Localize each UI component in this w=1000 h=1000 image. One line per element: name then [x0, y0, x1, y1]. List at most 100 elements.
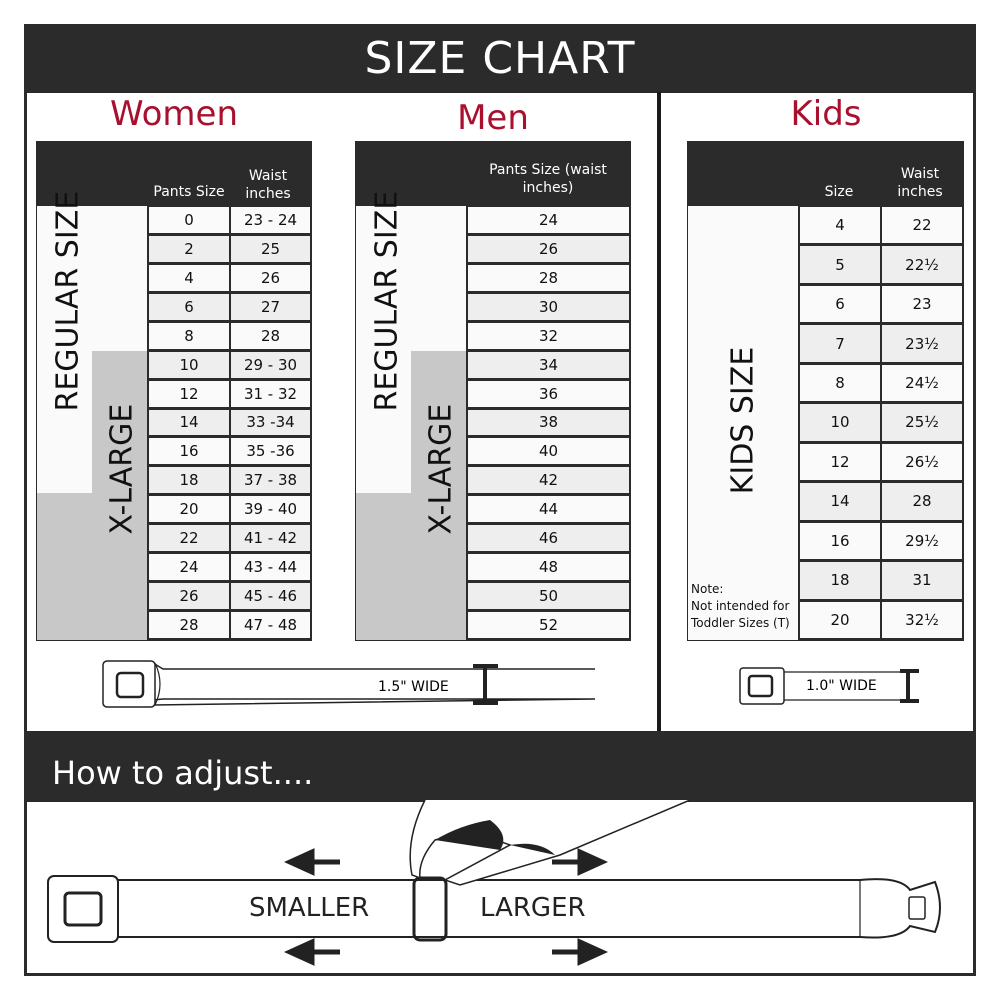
- pants-size-cell: 26: [149, 583, 229, 610]
- women-size-table: Pants Size Waist inches REGULAR SIZE X-L…: [36, 141, 312, 641]
- waist-cell: 23½: [882, 325, 962, 362]
- xlarge-label: X-LARGE: [104, 403, 140, 535]
- arrow-left-bottom: [283, 938, 340, 966]
- col-header-size: Size: [824, 184, 854, 200]
- pants-size-cell: 12: [149, 380, 229, 407]
- pants-size-cell: 4: [149, 264, 229, 291]
- waist-cell: 43 - 44: [231, 554, 310, 581]
- pants-size-cell: 30: [468, 293, 629, 320]
- pants-size-cell: 24: [149, 554, 229, 581]
- kids-size-cell: 6: [800, 285, 880, 323]
- pants-size-cell: 42: [468, 467, 629, 494]
- kids-size-cell: 4: [800, 207, 880, 244]
- toddler-note: Note: Not intended for Toddler Sizes (T): [691, 581, 796, 632]
- regular-size-label: REGULAR SIZE: [369, 190, 405, 412]
- xlarge-label: X-LARGE: [423, 403, 459, 535]
- col-header-waist: Waist inches: [245, 168, 291, 202]
- table-header: Size Waist inches: [687, 141, 964, 205]
- adjust-belt-illustration: [47, 800, 941, 966]
- pants-size-cell: 36: [468, 380, 629, 407]
- men-size-table: Pants Size (waist inches) REGULAR SIZE X…: [355, 141, 631, 641]
- kids-size-cell: 14: [800, 483, 880, 520]
- xlarge-region-lower: [37, 493, 147, 640]
- waist-cell: 29 - 30: [231, 351, 310, 378]
- waist-cell: 28: [882, 483, 962, 520]
- waist-cell: 22½: [882, 246, 962, 283]
- waist-cell: 47 - 48: [231, 612, 310, 638]
- kids-size-cell: 18: [800, 562, 880, 599]
- pants-size-cell: 28: [468, 264, 629, 291]
- larger-label: LARGER: [480, 893, 586, 923]
- waist-cell: 26: [231, 264, 310, 291]
- table-header: Pants Size Waist inches: [36, 141, 312, 205]
- page-title: SIZE CHART: [24, 24, 976, 93]
- kids-size-cell: 12: [800, 443, 880, 481]
- waist-cell: 23: [882, 285, 962, 323]
- pants-size-cell: 10: [149, 351, 229, 378]
- waist-cell: 41 - 42: [231, 525, 310, 552]
- pants-size-cell: 20: [149, 496, 229, 523]
- waist-cell: 33 -34: [231, 409, 310, 436]
- regular-size-label: REGULAR SIZE: [50, 190, 86, 412]
- belt-width-small: 1.0" WIDE: [806, 678, 877, 694]
- note-title: Note:: [691, 582, 724, 596]
- pants-size-cell: 24: [468, 207, 629, 233]
- pants-size-cell: 26: [468, 235, 629, 262]
- arrow-left-top: [283, 848, 340, 876]
- col-header-pants-size: Pants Size: [153, 184, 225, 200]
- pants-size-cell: 52: [468, 612, 629, 638]
- waist-cell: 45 - 46: [231, 583, 310, 610]
- kids-size-label: KIDS SIZE: [725, 346, 761, 495]
- waist-cell: 32½: [882, 601, 962, 638]
- belt-width-large: 1.5" WIDE: [378, 679, 449, 695]
- pants-size-cell: 46: [468, 525, 629, 552]
- waist-cell: 25½: [882, 404, 962, 441]
- pants-size-cell: 32: [468, 322, 629, 349]
- waist-cell: 35 -36: [231, 438, 310, 465]
- pants-size-cell: 22: [149, 525, 229, 552]
- waist-cell: 23 - 24: [231, 207, 310, 233]
- waist-cell: 31 - 32: [231, 380, 310, 407]
- kids-size-cell: 8: [800, 364, 880, 402]
- waist-cell: 26½: [882, 443, 962, 481]
- kids-size-cell: 20: [800, 601, 880, 638]
- kids-size-cell: 10: [800, 404, 880, 441]
- pants-size-cell: 44: [468, 496, 629, 523]
- pants-size-cell: 2: [149, 235, 229, 262]
- kids-size-cell: 16: [800, 522, 880, 560]
- smaller-label: SMALLER: [249, 893, 370, 923]
- table-header: Pants Size (waist inches): [355, 141, 631, 205]
- kids-heading: Kids: [790, 94, 862, 134]
- pants-size-cell: 38: [468, 409, 629, 436]
- waist-cell: 27: [231, 293, 310, 320]
- pants-size-cell: 40: [468, 438, 629, 465]
- pants-size-cell: 50: [468, 583, 629, 610]
- col-header-waist: Waist inches: [897, 166, 943, 200]
- how-to-adjust-heading: How to adjust....: [24, 731, 976, 802]
- waist-cell: 22: [882, 207, 962, 244]
- pants-size-cell: 14: [149, 409, 229, 436]
- xlarge-region-lower: [356, 493, 466, 640]
- kids-size-cell: 5: [800, 246, 880, 283]
- kids-divider: [657, 92, 661, 732]
- waist-cell: 37 - 38: [231, 467, 310, 494]
- pants-size-cell: 18: [149, 467, 229, 494]
- pants-size-cell: 16: [149, 438, 229, 465]
- women-heading: Women: [109, 94, 238, 134]
- belt-illustration-small: [739, 667, 919, 705]
- waist-cell: 28: [231, 322, 310, 349]
- kids-size-region: [688, 206, 798, 640]
- pants-size-cell: 28: [149, 612, 229, 638]
- men-heading: Men: [457, 98, 529, 138]
- arrow-right-bottom: [552, 938, 609, 966]
- waist-cell: 24½: [882, 364, 962, 402]
- kids-size-cell: 7: [800, 325, 880, 362]
- waist-cell: 29½: [882, 522, 962, 560]
- pants-size-cell: 48: [468, 554, 629, 581]
- arrow-right-top: [552, 848, 609, 876]
- col-header-pants-size: Pants Size (waist inches): [489, 162, 607, 196]
- waist-cell: 25: [231, 235, 310, 262]
- pants-size-cell: 0: [149, 207, 229, 233]
- kids-size-table: Size Waist inches KIDS SIZE Note: Not in…: [687, 141, 964, 641]
- waist-cell: 31: [882, 562, 962, 599]
